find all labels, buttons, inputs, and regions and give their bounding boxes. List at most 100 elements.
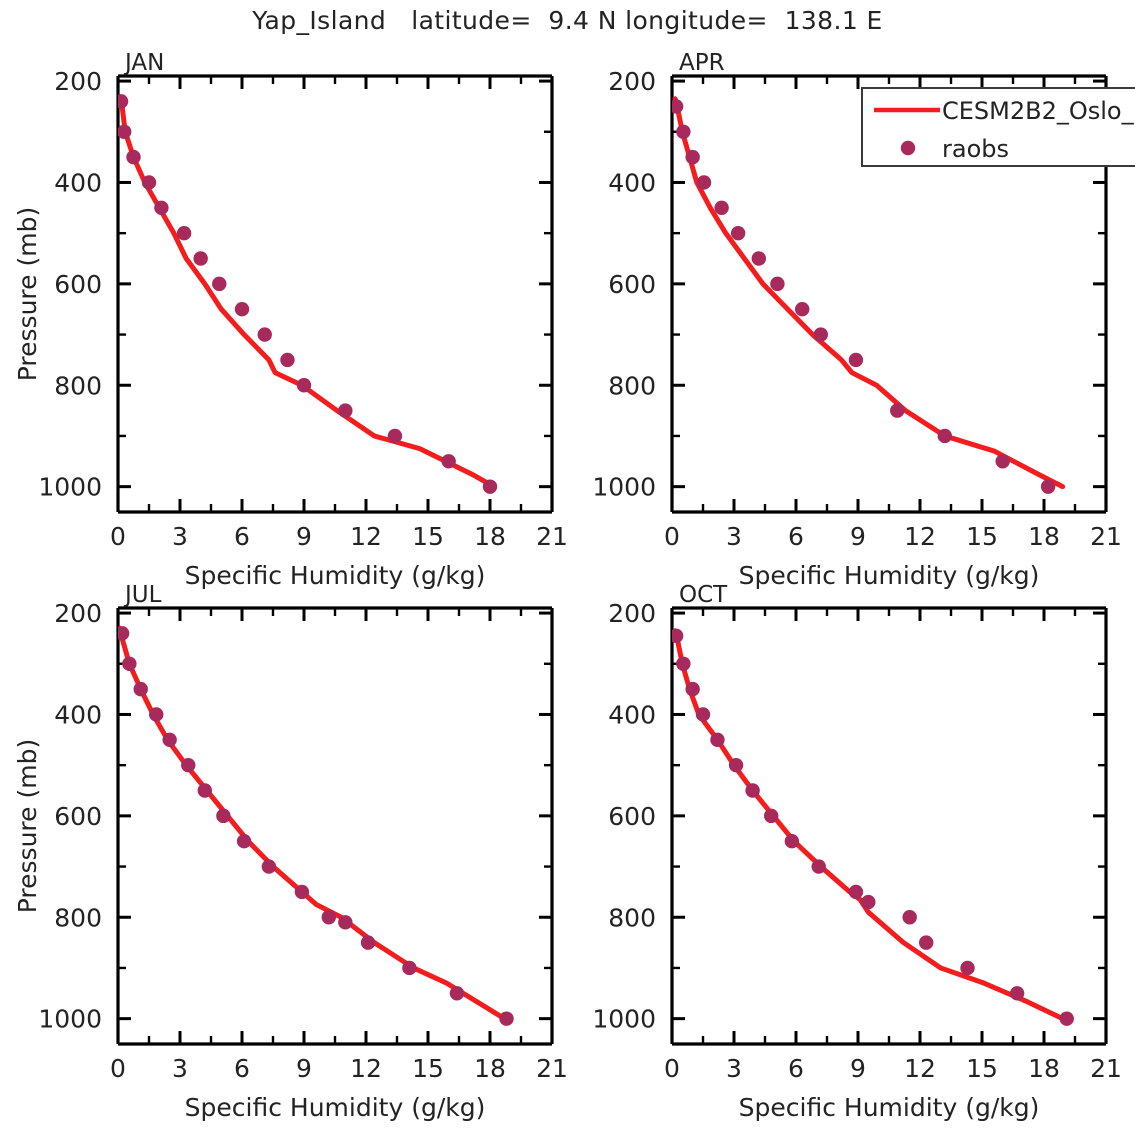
y-tick-label: 400	[608, 700, 656, 729]
series-marker-raobs	[714, 200, 729, 216]
series-marker-raobs	[764, 808, 779, 824]
series-marker-raobs	[482, 479, 498, 494]
series-marker-raobs	[751, 251, 766, 266]
figure-title: Yap_Island latitude= 9.4 N longitude= 13…	[252, 6, 883, 35]
series-marker-raobs	[360, 935, 376, 950]
y-tick-label: 800	[608, 371, 656, 400]
legend-swatch-marker	[900, 140, 916, 156]
x-tick-label: 21	[1090, 1054, 1122, 1083]
panel-oct: 0 3 6 9 12 15 18 21 200 400 600 800 1000 OCT Specific …	[592, 582, 1122, 1122]
x-tick-label: 9	[296, 522, 312, 551]
x-tick-label: 6	[788, 1054, 804, 1083]
series-marker-raobs	[902, 910, 917, 925]
series-marker-raobs	[685, 149, 700, 165]
series-marker-raobs	[118, 626, 130, 641]
series-marker-raobs	[197, 783, 212, 798]
series-marker-raobs	[176, 225, 192, 241]
x-tick-label: 6	[788, 522, 804, 551]
series-marker-raobs	[149, 707, 164, 722]
y-tick-label: 600	[608, 270, 656, 299]
series-marker-raobs	[890, 403, 905, 418]
x-tick-label: 21	[536, 522, 568, 551]
y-tick-label: 600	[54, 802, 102, 831]
y-tick-label: 200	[608, 67, 656, 96]
legend-label-raobs: raobs	[942, 135, 1009, 163]
y-tick-label: 600	[54, 270, 102, 299]
x-tick-label: 12	[350, 522, 382, 551]
series-marker-raobs	[118, 124, 132, 139]
series-marker-raobs	[234, 302, 250, 317]
series-marker-raobs	[848, 884, 864, 900]
series-marker-raobs	[133, 681, 148, 697]
series-marker-raobs	[937, 428, 952, 444]
x-tick-label: 9	[296, 1054, 312, 1083]
series-marker-raobs	[338, 403, 353, 418]
series-marker-raobs	[695, 707, 711, 722]
y-axis-title: Pressure (mb)	[13, 739, 42, 913]
panel-label-apr: APR	[679, 50, 725, 76]
series-marker-raobs	[811, 859, 826, 874]
x-tick-label: 6	[234, 1054, 250, 1083]
series-marker-raobs	[710, 732, 725, 748]
series-marker-raobs	[696, 175, 712, 190]
x-tick-label: 18	[1028, 1054, 1060, 1083]
series-marker-raobs	[730, 225, 746, 241]
x-tick-label: 3	[172, 1054, 188, 1083]
x-tick-label: 6	[234, 522, 250, 551]
series-marker-raobs	[261, 859, 277, 874]
x-tick-label: 18	[474, 1054, 506, 1083]
axis-frame	[670, 606, 1108, 1046]
series-marker-raobs	[154, 200, 169, 216]
series-marker-raobs	[672, 99, 684, 114]
y-axis-title: Pressure (mb)	[13, 207, 42, 381]
x-tick-label: 9	[850, 522, 866, 551]
x-axis-title: Specific Humidity (g/kg)	[185, 1093, 486, 1122]
series-marker-raobs	[728, 757, 744, 773]
panel-label-jul: JUL	[123, 582, 162, 608]
x-tick-label: 0	[664, 522, 680, 551]
series-marker-raobs	[321, 910, 336, 925]
x-axis-title: Specific Humidity (g/kg)	[185, 561, 486, 590]
series-group	[118, 94, 498, 494]
series-marker-raobs	[402, 960, 417, 976]
panel-jan: 0 3 6 9 12 15 18 21 200 400 600 800 1000 JAN Specific …	[13, 50, 568, 590]
series-marker-raobs	[280, 352, 295, 368]
series-marker-raobs	[441, 454, 456, 469]
x-tick-label: 0	[664, 1054, 680, 1083]
x-tick-label: 15	[412, 522, 444, 551]
series-marker-raobs	[919, 935, 934, 950]
series-marker-raobs	[296, 378, 312, 393]
series-marker-raobs	[995, 454, 1010, 469]
series-line-model	[672, 628, 1066, 1022]
x-tick-label: 15	[966, 522, 998, 551]
series-marker-raobs	[449, 986, 465, 1001]
series-line-model	[118, 625, 507, 1022]
x-tick-label: 0	[110, 522, 126, 551]
axis-frame	[116, 74, 554, 514]
x-tick-label: 21	[536, 1054, 568, 1083]
series-marker-raobs	[676, 656, 691, 671]
x-tick-label: 18	[474, 522, 506, 551]
y-tick-label: 800	[608, 903, 656, 932]
series-marker-raobs	[784, 834, 800, 849]
series-marker-raobs	[338, 915, 353, 930]
series-marker-raobs	[294, 884, 310, 900]
series-marker-raobs	[118, 94, 129, 109]
series-marker-raobs	[960, 960, 975, 976]
x-tick-label: 12	[904, 1054, 936, 1083]
series-marker-raobs	[141, 175, 157, 190]
series-marker-raobs	[1040, 479, 1056, 494]
x-tick-label: 12	[350, 1054, 382, 1083]
y-tick-label: 1000	[38, 473, 102, 502]
x-tick-label: 12	[904, 522, 936, 551]
x-tick-label: 3	[172, 522, 188, 551]
y-tick-label: 600	[608, 802, 656, 831]
series-marker-raobs	[685, 681, 700, 697]
series-group	[672, 628, 1074, 1026]
x-axis-title: Specific Humidity (g/kg)	[739, 1093, 1040, 1122]
y-tick-label: 800	[54, 903, 102, 932]
series-marker-raobs	[676, 124, 691, 139]
legend: CESM2B2_Oslo_F(raobs	[861, 87, 1135, 167]
series-marker-raobs	[181, 757, 196, 773]
